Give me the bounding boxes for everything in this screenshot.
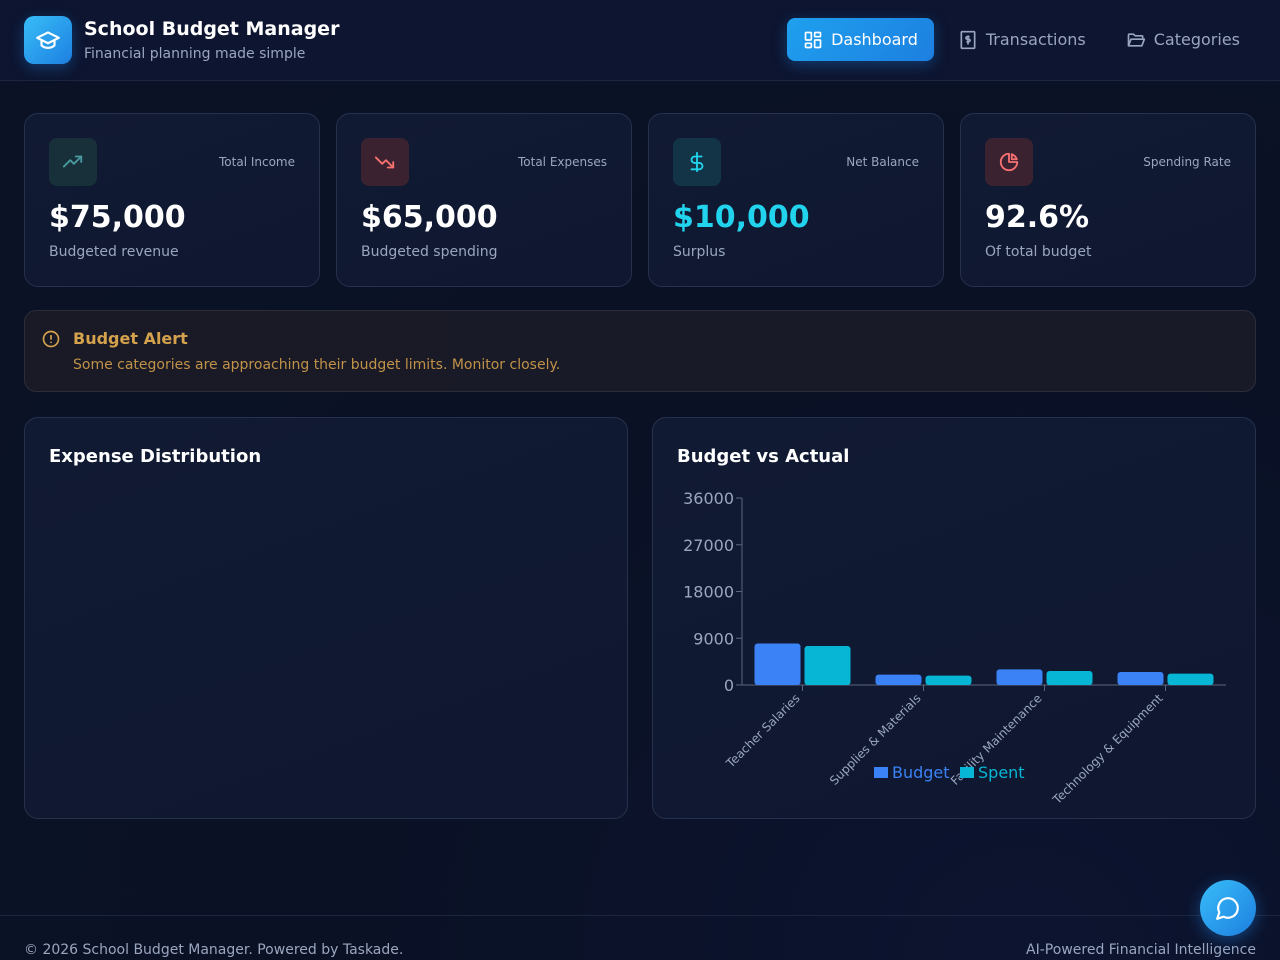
stat-value: $10,000: [673, 200, 810, 235]
legend-label-budget: Budget: [892, 763, 950, 782]
legend-swatch-spent: [960, 767, 974, 778]
app-subtitle: Financial planning made simple: [84, 46, 306, 62]
stat-subtext: Surplus: [673, 244, 726, 260]
stat-card-expenses: Total Expenses $65,000 Budgeted spending: [336, 113, 632, 287]
nav-dashboard-button[interactable]: Dashboard: [787, 18, 934, 61]
receipt-icon: [960, 30, 976, 49]
stat-value: $65,000: [361, 200, 498, 235]
nav-categories-label: Categories: [1153, 30, 1240, 49]
stat-card-spending-rate: Spending Rate 92.6% Of total budget: [960, 113, 1256, 287]
legend-swatch-budget: [874, 767, 888, 778]
stat-card-net-balance: Net Balance $10,000 Surplus: [648, 113, 944, 287]
panel-title: Budget vs Actual: [677, 446, 850, 467]
chat-bubble-icon: [1216, 897, 1239, 920]
dashboard-icon: [804, 31, 822, 48]
bar-spent: [1167, 673, 1214, 685]
bar-spent: [804, 646, 851, 685]
stat-subtext: Budgeted spending: [361, 244, 498, 260]
bar-budget: [875, 674, 922, 685]
graduation-cap-icon: [24, 16, 72, 64]
bar-spent: [925, 675, 972, 685]
nav-transactions-button[interactable]: Transactions: [942, 18, 1102, 61]
main-nav: Dashboard Transactions Categories: [787, 18, 1256, 61]
bar-budget: [1117, 672, 1164, 685]
y-tick-label: 9000: [693, 629, 734, 648]
x-tick-label: Teacher Salaries: [723, 691, 803, 771]
y-tick-label: 36000: [683, 489, 734, 508]
y-tick-label: 27000: [683, 536, 734, 555]
folder-icon: [1127, 32, 1145, 47]
stat-label: Total Income: [219, 155, 295, 169]
nav-transactions-label: Transactions: [985, 30, 1086, 49]
nav-categories-button[interactable]: Categories: [1110, 18, 1256, 61]
bar-spent: [1046, 670, 1093, 685]
chat-button[interactable]: [1200, 880, 1256, 936]
footer-copyright: © 2026 School Budget Manager. Powered by…: [24, 942, 404, 958]
x-tick-label: Technology & Equipment: [1049, 691, 1165, 807]
stat-value: $75,000: [49, 200, 186, 235]
alert-circle-icon: [42, 330, 60, 348]
budget-vs-actual-panel: Budget vs Actual 0 9000 18000 27000 36000 Tea…: [652, 417, 1256, 819]
app-title: School Budget Manager: [84, 18, 340, 40]
dollar-icon: [673, 138, 721, 186]
bar-budget: [996, 669, 1043, 685]
panel-title: Expense Distribution: [49, 446, 262, 467]
stat-label: Total Expenses: [517, 155, 607, 169]
nav-dashboard-label: Dashboard: [831, 30, 918, 49]
app-footer: © 2026 School Budget Manager. Powered by…: [0, 915, 1280, 960]
y-tick-label: 18000: [683, 583, 734, 602]
stat-label: Net Balance: [846, 155, 919, 169]
trending-down-icon: [361, 138, 409, 186]
app-header: School Budget Manager Financial planning…: [0, 0, 1280, 81]
stat-card-income: Total Income $75,000 Budgeted revenue: [24, 113, 320, 287]
y-tick-label: 0: [724, 676, 734, 695]
stat-label: Spending Rate: [1143, 155, 1231, 169]
expense-distribution-panel: Expense Distribution: [24, 417, 628, 819]
budget-alert: Budget Alert Some categories are approac…: [24, 310, 1256, 392]
footer-tagline: AI-Powered Financial Intelligence: [1026, 942, 1256, 958]
alert-message: Some categories are approaching their bu…: [73, 357, 561, 373]
stat-subtext: Budgeted revenue: [49, 244, 179, 260]
trending-up-icon: [49, 138, 97, 186]
stat-subtext: Of total budget: [985, 244, 1092, 260]
pie-chart-icon: [985, 138, 1033, 186]
bar-budget: [754, 643, 801, 685]
stat-value: 92.6%: [985, 200, 1090, 235]
legend-label-spent: Spent: [978, 763, 1025, 782]
alert-title: Budget Alert: [73, 329, 188, 348]
